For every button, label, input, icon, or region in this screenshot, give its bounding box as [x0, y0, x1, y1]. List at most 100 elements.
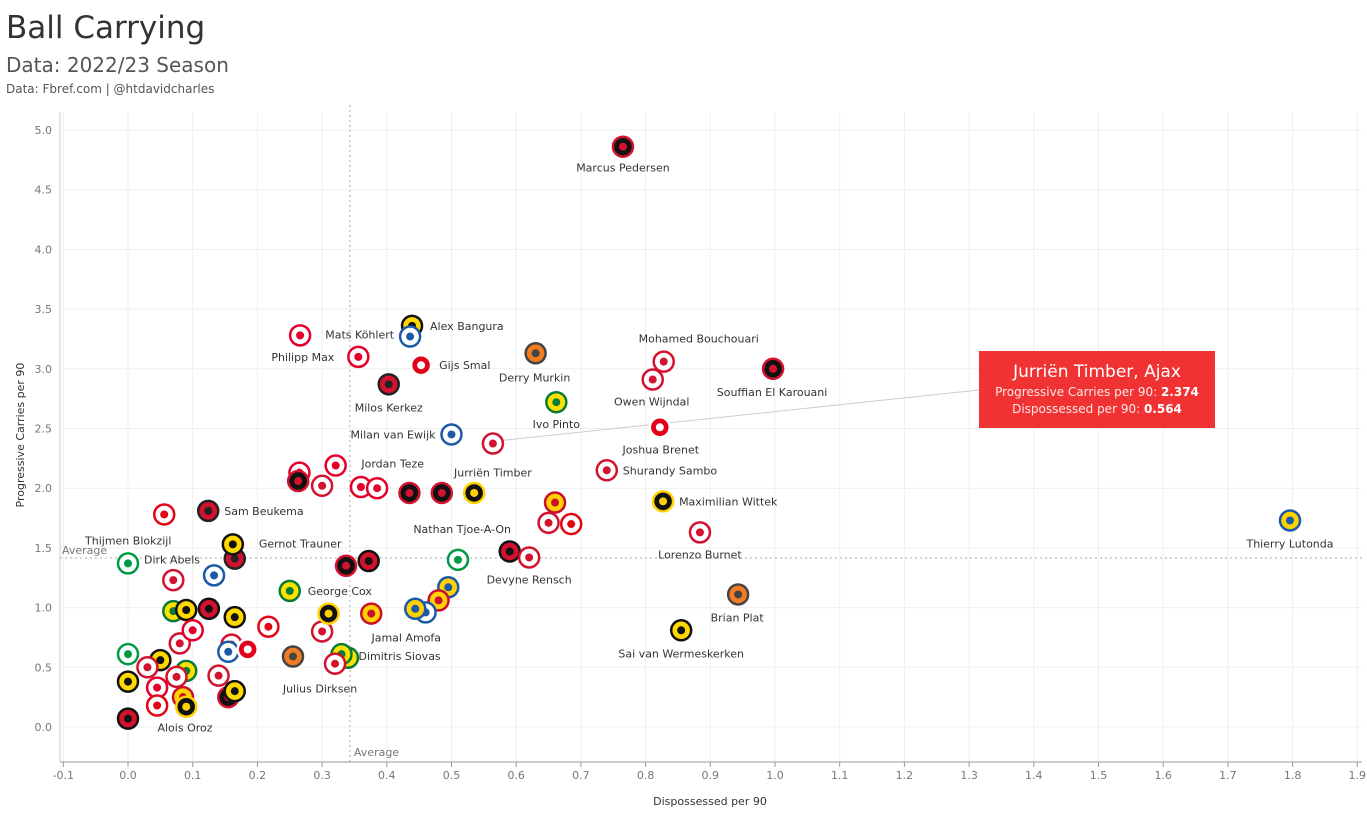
team-logo-marker — [310, 474, 334, 498]
team-logo-marker — [286, 469, 310, 493]
team-logo-marker — [278, 579, 301, 603]
y-tick-label: 0.0 — [35, 721, 53, 734]
player-label: Owen Wijndal — [614, 396, 689, 409]
team-logo-marker — [398, 325, 422, 348]
y-tick-label: 2.0 — [35, 482, 53, 495]
team-logo-marker — [404, 597, 427, 621]
y-axis-title: Progressive Carries per 90 — [14, 363, 27, 508]
chart-subtitle: Data: 2022/23 Season — [6, 53, 229, 77]
y-tick-label: 4.5 — [35, 184, 53, 197]
team-logo-core — [488, 439, 497, 448]
x-tick-label: 1.2 — [896, 769, 914, 782]
team-logo-marker — [430, 481, 454, 505]
x-average-label: Average — [354, 746, 399, 759]
team-logo-core — [648, 375, 657, 384]
x-tick-label: 1.3 — [960, 769, 978, 782]
team-logo-marker — [323, 652, 347, 675]
team-logo-marker — [116, 642, 140, 666]
team-logo-core — [470, 488, 479, 497]
team-logo-marker — [446, 548, 470, 572]
tooltip: Jurriën Timber, Ajax Progressive Carries… — [979, 351, 1215, 428]
team-logo-marker — [652, 350, 675, 373]
team-logo-marker — [196, 499, 220, 523]
player-label: Julius Dirksen — [282, 683, 357, 696]
x-tick-label: 0.9 — [702, 769, 720, 782]
team-logo-core — [296, 331, 305, 340]
team-logo-marker — [324, 454, 347, 477]
tooltip-carries-label: Progressive Carries per 90: — [995, 385, 1161, 399]
team-logo-core — [505, 547, 514, 556]
team-logo-marker — [165, 665, 188, 689]
team-logo-marker — [761, 357, 785, 381]
team-logo-marker — [357, 549, 380, 573]
team-logo-core — [204, 604, 213, 613]
team-logo-marker — [1278, 509, 1302, 532]
player-label: Milos Kerkez — [355, 401, 423, 414]
team-logo-core — [160, 510, 169, 519]
team-logo-marker — [611, 135, 635, 158]
team-logo-core — [224, 647, 233, 656]
player-label: Dimitris Siovas — [359, 650, 441, 663]
team-logo-marker — [641, 368, 664, 391]
team-logo-marker — [152, 503, 176, 526]
team-logo-marker — [223, 679, 247, 703]
team-logo-marker — [181, 619, 204, 642]
team-logo-core — [230, 687, 239, 696]
x-tick-label: 1.1 — [831, 769, 849, 782]
team-logo-core — [230, 554, 239, 563]
team-logo-core — [367, 609, 376, 618]
tooltip-line-carries: Progressive Carries per 90: 2.374 — [979, 385, 1215, 399]
team-logo-core — [331, 659, 340, 668]
player-label: Nathan Tjoe-A-On — [413, 523, 511, 536]
x-tick-label: 1.0 — [766, 769, 784, 782]
team-logo-marker — [207, 664, 230, 687]
team-logo-core — [769, 364, 778, 373]
team-logo-core — [444, 583, 453, 592]
team-logo-marker — [174, 695, 198, 718]
team-logo-marker — [688, 521, 712, 544]
team-logo-marker — [197, 597, 221, 621]
team-logo-marker — [347, 345, 370, 369]
team-logo-core — [143, 663, 152, 672]
team-logo-marker — [481, 432, 505, 455]
team-logo-marker — [116, 707, 140, 730]
team-logo-marker — [162, 568, 185, 592]
team-logo-core — [153, 683, 162, 692]
team-logo-marker — [377, 373, 400, 396]
tooltip-connector — [500, 389, 980, 442]
chart-title: Ball Carrying — [6, 10, 206, 46]
team-logo-marker — [559, 512, 583, 536]
player-label: Gernot Trauner — [259, 537, 342, 550]
y-tick-label: 4.0 — [35, 243, 53, 256]
team-logo-marker — [498, 540, 521, 563]
team-logo-core — [294, 477, 303, 486]
team-logo-core — [618, 142, 627, 151]
x-tick-label: 0.1 — [184, 769, 202, 782]
team-logo-marker — [116, 670, 140, 693]
team-logo-core — [373, 484, 382, 493]
team-logo-marker — [595, 459, 619, 482]
player-label: Brian Plat — [711, 611, 765, 624]
team-logo-core — [175, 639, 184, 648]
team-logo-marker — [202, 564, 226, 587]
team-logo-core — [447, 430, 456, 439]
team-logo-marker — [310, 620, 334, 643]
team-logo-core — [124, 714, 132, 723]
player-label: Lorenzo Burnet — [658, 548, 742, 561]
y-tick-label: 2.5 — [35, 423, 53, 436]
player-label: Ivo Pinto — [533, 418, 581, 431]
x-tick-label: -0.1 — [53, 769, 74, 782]
x-tick-label: 0.8 — [637, 769, 655, 782]
x-tick-label: 0.2 — [249, 769, 267, 782]
team-logo-core — [734, 590, 743, 599]
team-logo-marker — [543, 491, 567, 514]
team-logo-marker — [317, 602, 340, 625]
team-logo-marker — [440, 423, 463, 446]
team-logo-marker — [398, 481, 421, 505]
team-logo-marker — [524, 342, 547, 365]
player-label: Devyne Rensch — [487, 573, 572, 586]
team-logo-marker — [409, 353, 433, 377]
player-label: Mats Köhlert — [325, 329, 394, 342]
tooltip-title: Jurriën Timber, Ajax — [1013, 362, 1181, 382]
